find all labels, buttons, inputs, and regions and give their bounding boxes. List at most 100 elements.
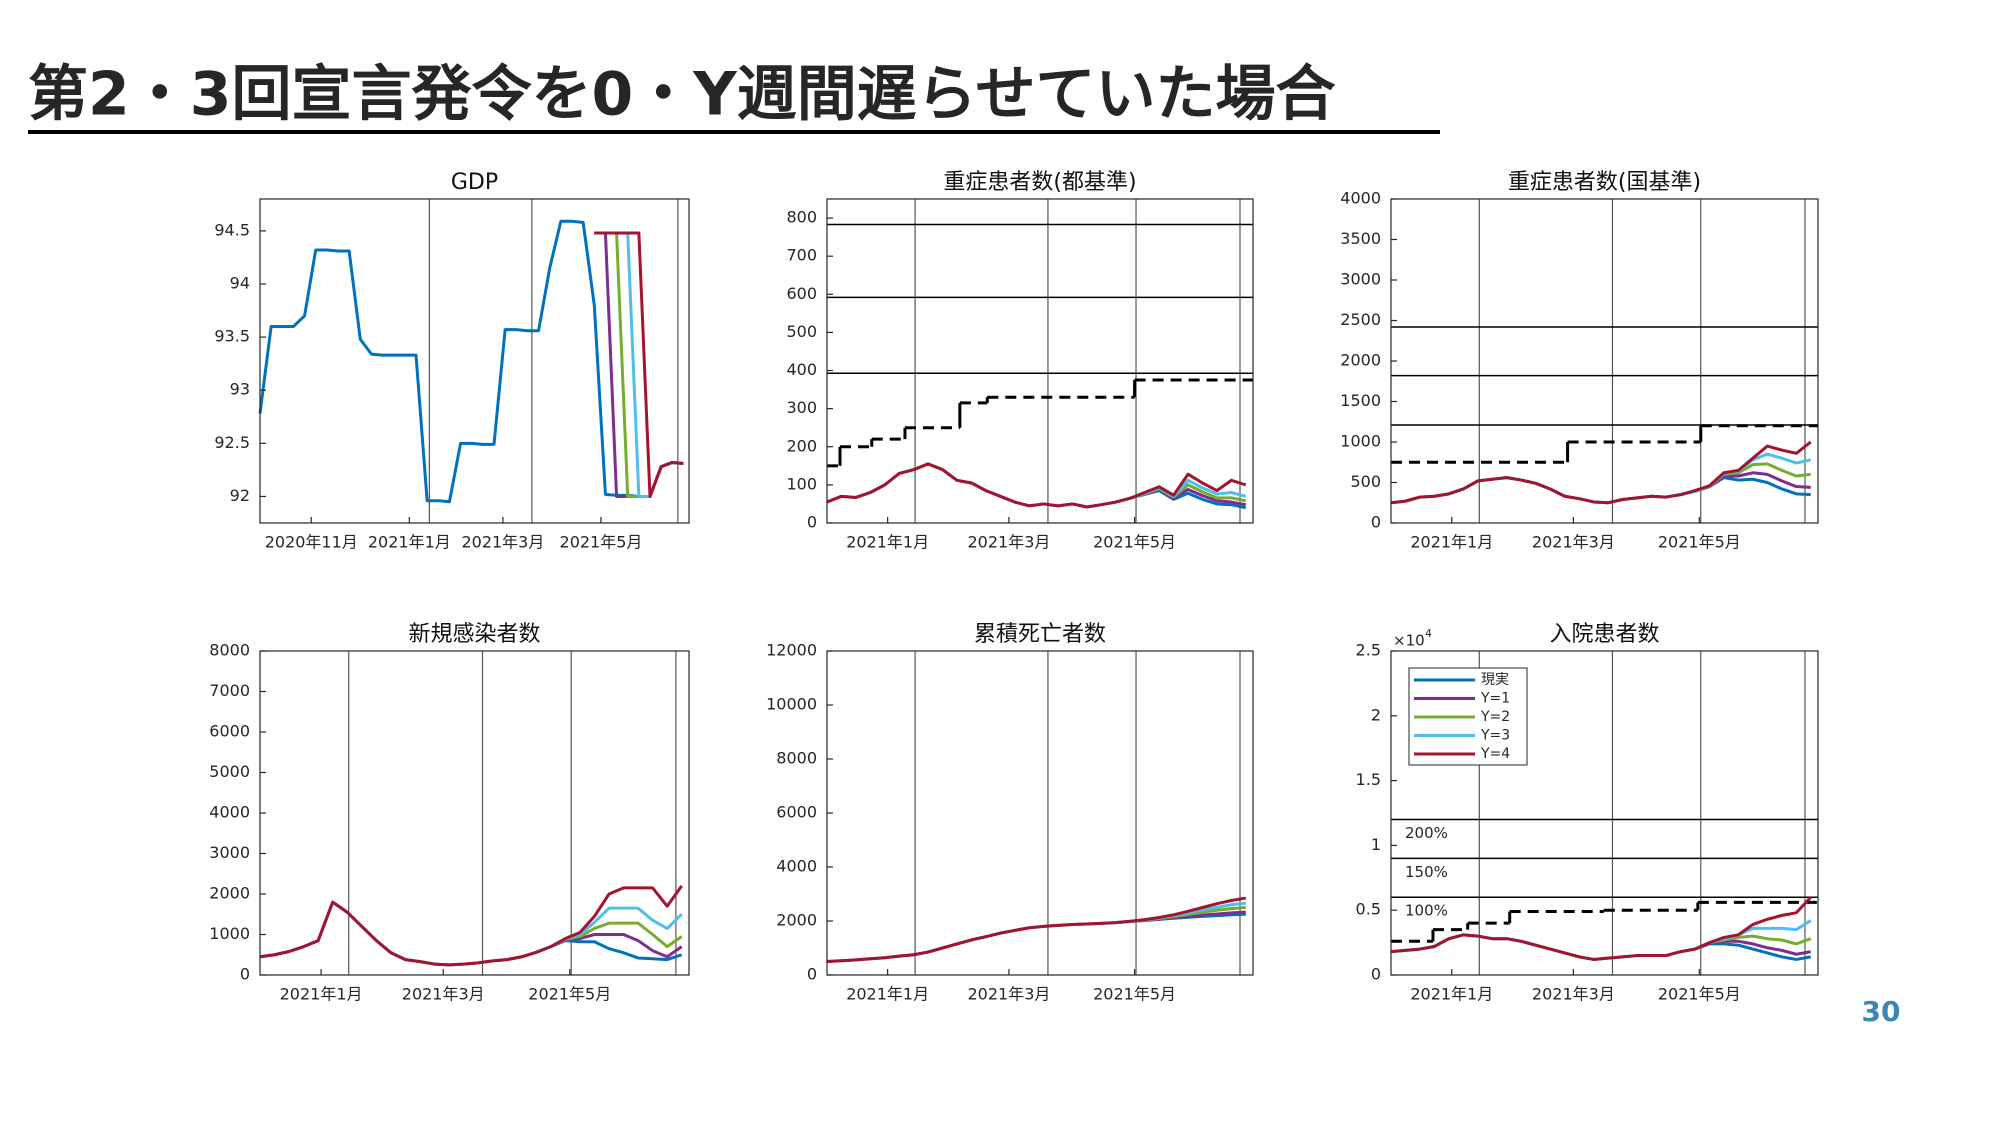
capacity-label: 150% — [1405, 863, 1448, 881]
x-tick-label: 2021年3月 — [1532, 985, 1615, 1004]
y-tick-label: 500 — [1350, 472, 1381, 491]
legend-label: 現実 — [1481, 672, 1509, 688]
x-tick-label: 2021年3月 — [461, 533, 544, 552]
legend-label: Y=1 — [1480, 691, 1510, 707]
y-tick-label: 2000 — [209, 884, 250, 903]
x-tick-label: 2021年3月 — [967, 985, 1050, 1004]
chart-title: GDP — [451, 170, 498, 195]
plot-area — [260, 199, 689, 523]
x-tick-label: 2021年3月 — [967, 533, 1050, 552]
y-tick-label: 5000 — [209, 762, 250, 781]
y-tick-label: 2.5 — [1356, 641, 1381, 660]
y-tick-label: 300 — [786, 398, 817, 417]
plot-area — [260, 651, 689, 975]
chart-panel: 0 500 1000 1500 2000 2500 3000 3500 4000 2021年1月 2… — [1340, 170, 1819, 552]
x-tick-label: 2021年1月 — [846, 985, 929, 1004]
plot-area — [827, 651, 1253, 975]
series-line — [259, 885, 683, 967]
y-tick-label: 4000 — [776, 857, 817, 876]
y-tick-label: 700 — [786, 246, 817, 265]
chart-title: 累積死亡者数 — [974, 622, 1106, 647]
y-tick-label: 1.5 — [1356, 770, 1381, 789]
series-line — [258, 219, 684, 504]
y-tick-label: 2000 — [1340, 351, 1381, 370]
y-tick-label: 2000 — [776, 911, 817, 930]
y-tick-label: 6000 — [776, 803, 817, 822]
y-tick-label: 10000 — [766, 695, 817, 714]
y-tick-label: 94 — [230, 273, 250, 292]
series-line — [826, 462, 1247, 509]
chart-panel: 200% 150% 100% 0 0.5 1 1.5 2 2.5 2021年1月 2021年3月 20… — [1356, 622, 1819, 1004]
y-tick-label: 800 — [786, 208, 817, 227]
y-multiplier-exponent: 4 — [1425, 627, 1432, 640]
y-tick-label: 0 — [240, 965, 250, 984]
y-tick-label: 1500 — [1340, 391, 1381, 410]
x-tick-label: 2021年3月 — [402, 985, 485, 1004]
y-tick-label: 100 — [786, 474, 817, 493]
y-tick-label: 92.5 — [214, 433, 250, 452]
x-tick-label: 2021年5月 — [528, 985, 611, 1004]
y-tick-label: 3000 — [1340, 270, 1381, 289]
y-tick-label: 2 — [1371, 705, 1381, 724]
y-tick-label: 3500 — [1340, 229, 1381, 248]
y-tick-label: 400 — [786, 360, 817, 379]
x-tick-label: 2021年1月 — [1410, 533, 1493, 552]
chart-title: 重症患者数(国基準) — [1508, 170, 1701, 195]
x-tick-label: 2020年11月 — [265, 533, 358, 552]
axes-box — [1390, 650, 1819, 976]
chart-panel: 92 92.5 93 93.5 94 94.5 2020年11月 2021年1月 2021年3月… — [214, 170, 690, 552]
legend-label: Y=3 — [1480, 728, 1510, 744]
chart-title: 新規感染者数 — [408, 622, 540, 647]
y-tick-label: 8000 — [776, 749, 817, 768]
x-tick-label: 2021年1月 — [280, 985, 363, 1004]
series-line — [1390, 896, 1812, 961]
y-tick-label: 2500 — [1340, 310, 1381, 329]
y-tick-label: 0 — [807, 965, 817, 984]
chart-panel: 0 1000 2000 3000 4000 5000 6000 7000 8000 2021年1月… — [209, 622, 690, 1004]
capacity-label: 100% — [1405, 902, 1448, 920]
x-tick-label: 2021年3月 — [1532, 533, 1615, 552]
capacity-label: 200% — [1405, 824, 1448, 842]
y-tick-label: 94.5 — [214, 220, 250, 239]
y-tick-label: 4000 — [1340, 189, 1381, 208]
y-tick-label: 93.5 — [214, 327, 250, 346]
x-tick-label: 2021年5月 — [1658, 533, 1741, 552]
x-tick-label: 2021年5月 — [1093, 533, 1176, 552]
slide-title: 第2・3回宣言発令を0・Y週間遅らせていた場合 — [28, 60, 1336, 130]
y-tick-label: 4000 — [209, 803, 250, 822]
y-tick-label: 500 — [786, 322, 817, 341]
chart-title: 入院患者数 — [1549, 622, 1659, 647]
y-tick-label: 600 — [786, 284, 817, 303]
y-tick-label: 6000 — [209, 722, 250, 741]
page-number: 30 — [1862, 995, 1901, 1028]
plot-area — [827, 199, 1253, 523]
series-line — [826, 896, 1247, 963]
chart-panel: 0 2000 4000 6000 8000 10000 12000 2021年1月 2021年3… — [766, 622, 1254, 1004]
y-tick-label: 3000 — [209, 843, 250, 862]
y-tick-label: 0 — [1371, 513, 1381, 532]
x-tick-label: 2021年5月 — [1658, 985, 1741, 1004]
x-tick-label: 2021年1月 — [368, 533, 451, 552]
x-tick-label: 2021年1月 — [1410, 985, 1493, 1004]
y-tick-label: 0.5 — [1356, 900, 1381, 919]
y-tick-label: 8000 — [209, 641, 250, 660]
legend-label: Y=2 — [1480, 709, 1510, 725]
y-tick-label: 200 — [786, 436, 817, 455]
y-multiplier: ×10 — [1393, 632, 1425, 650]
y-tick-label: 1000 — [1340, 432, 1381, 451]
x-tick-label: 2021年5月 — [560, 533, 643, 552]
y-tick-label: 1000 — [209, 924, 250, 943]
series-line — [1390, 440, 1812, 505]
y-tick-label: 0 — [1371, 965, 1381, 984]
y-tick-label: 12000 — [766, 641, 817, 660]
x-tick-label: 2021年1月 — [846, 533, 929, 552]
axes-box — [826, 198, 1254, 524]
x-tick-label: 2021年5月 — [1093, 985, 1176, 1004]
y-tick-label: 7000 — [209, 681, 250, 700]
y-tick-label: 1 — [1371, 835, 1381, 854]
y-tick-label: 0 — [807, 513, 817, 532]
y-tick-label: 92 — [230, 486, 250, 505]
chart-panel: 0 100 200 300 400 500 600 700 800 2021年1月 2021年3月 2… — [786, 170, 1254, 552]
axes-box — [259, 198, 690, 524]
